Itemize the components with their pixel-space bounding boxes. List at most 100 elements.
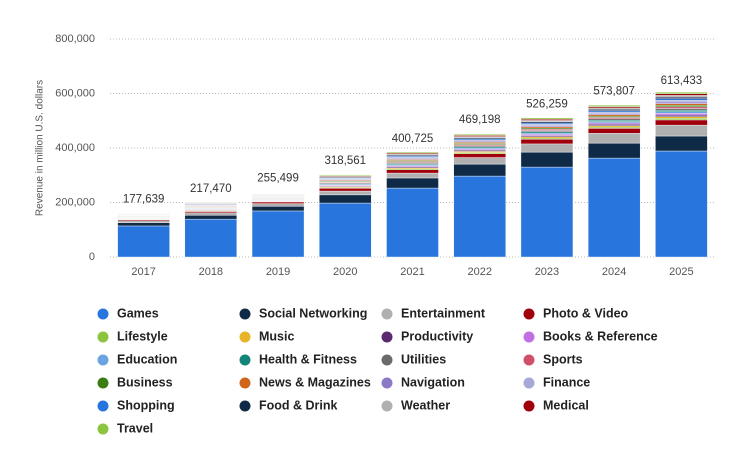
bar-segment	[655, 111, 708, 114]
legend-swatch	[97, 400, 109, 412]
total-label: 217,470	[190, 183, 232, 195]
bar-segment	[319, 194, 372, 204]
bar-segment	[251, 203, 305, 207]
legend-swatch	[523, 377, 535, 389]
bar-segment	[655, 101, 708, 104]
bar-segment	[386, 177, 439, 189]
bar-segment	[655, 109, 708, 112]
x-tick-label: 2018	[199, 266, 223, 278]
legend-label: Productivity	[401, 329, 473, 343]
bar-segment	[587, 111, 641, 114]
total-label: 255,499	[257, 172, 299, 184]
legend-label: News & Magazines	[259, 375, 371, 389]
bar-segment	[587, 142, 641, 159]
bar-segment	[587, 115, 641, 118]
x-tick-label: 2024	[602, 266, 626, 278]
legend-label: Medical	[543, 398, 589, 412]
bar-segment	[184, 202, 238, 203]
legend-swatch	[97, 423, 109, 435]
bar-segment	[520, 117, 574, 120]
legend-swatch	[239, 331, 251, 343]
bar-segment	[587, 157, 641, 258]
bar-segment	[587, 126, 641, 129]
total-label: 526,259	[526, 99, 568, 111]
bar-segment	[453, 134, 506, 136]
x-tick-label: 2022	[467, 266, 491, 278]
total-label: 573,807	[593, 86, 635, 98]
bar-segment	[587, 118, 641, 121]
x-tick-label: 2021	[400, 266, 424, 278]
x-tick-label: 2019	[266, 266, 290, 278]
bar-segment	[655, 93, 708, 96]
bar-segment	[655, 118, 708, 121]
legend-label: Weather	[401, 398, 450, 412]
bar-segment	[319, 190, 372, 196]
legend-label: Sports	[543, 352, 583, 366]
legend-label: Social Networking	[259, 306, 367, 320]
y-axis-title: Revenue in million U.S. dollars	[35, 80, 46, 216]
legend-label: Entertainment	[401, 306, 486, 320]
bar-segment	[587, 114, 641, 117]
legend-label: Health & Fitness	[259, 352, 357, 366]
bar-segment	[319, 174, 372, 176]
bar-segment	[117, 222, 170, 227]
bar-segment	[587, 106, 641, 109]
legend-label: Books & Reference	[543, 329, 658, 343]
bar-segment	[655, 124, 708, 137]
bar-segment	[520, 166, 574, 258]
y-tick-label: 200,000	[55, 196, 95, 208]
bar-segment	[655, 98, 708, 101]
legend-swatch	[97, 354, 109, 366]
legend-label: Navigation	[401, 375, 465, 389]
bar-segment	[587, 133, 641, 144]
total-label: 318,561	[324, 155, 366, 167]
total-label: 613,433	[661, 75, 703, 87]
bar-segment	[319, 202, 372, 258]
bar-segment	[587, 128, 641, 134]
bar-segment	[117, 220, 170, 223]
x-tick-label: 2025	[669, 266, 693, 278]
legend-swatch	[239, 354, 251, 366]
x-tick-label: 2017	[131, 266, 155, 278]
y-tick-label: 600,000	[55, 87, 95, 99]
legend-swatch	[239, 377, 251, 389]
y-tick-label: 800,000	[55, 33, 95, 45]
legend-label: Lifestyle	[117, 329, 168, 343]
bar-segment	[184, 211, 238, 214]
bar-segment	[453, 153, 506, 158]
bar-segment	[655, 150, 708, 258]
bar-segment	[587, 125, 641, 128]
legend-swatch	[523, 354, 535, 366]
legend-swatch	[523, 331, 535, 343]
bar-segment	[655, 108, 708, 111]
bar-segment	[587, 109, 641, 111]
legend-label: Business	[117, 375, 173, 389]
legend-swatch	[381, 331, 393, 343]
total-label: 400,725	[392, 133, 434, 145]
bar-segment	[655, 113, 708, 116]
bar-segment	[251, 206, 305, 212]
bar-segment	[587, 110, 641, 113]
bar-segment	[655, 116, 708, 119]
legend-label: Shopping	[117, 398, 175, 412]
bar-segment	[386, 169, 439, 174]
legend-swatch	[97, 331, 109, 343]
legend-swatch	[97, 377, 109, 389]
bar-segment	[453, 157, 506, 165]
bar-segment	[251, 210, 305, 258]
bar-segment	[520, 139, 574, 145]
legend-swatch	[97, 308, 109, 320]
legend-swatch	[381, 354, 393, 366]
bar-segment	[319, 188, 372, 192]
bar-segment	[655, 95, 708, 98]
bar-segment	[453, 175, 506, 258]
bar-segment	[587, 117, 641, 120]
legend-swatch	[381, 400, 393, 412]
bar-segment	[453, 163, 506, 177]
bar-segment	[655, 96, 708, 99]
bar-segment	[655, 91, 708, 94]
total-label: 469,198	[459, 114, 501, 126]
bar-segment	[386, 172, 439, 179]
legend-swatch	[239, 400, 251, 412]
legend-label: Music	[259, 329, 294, 343]
